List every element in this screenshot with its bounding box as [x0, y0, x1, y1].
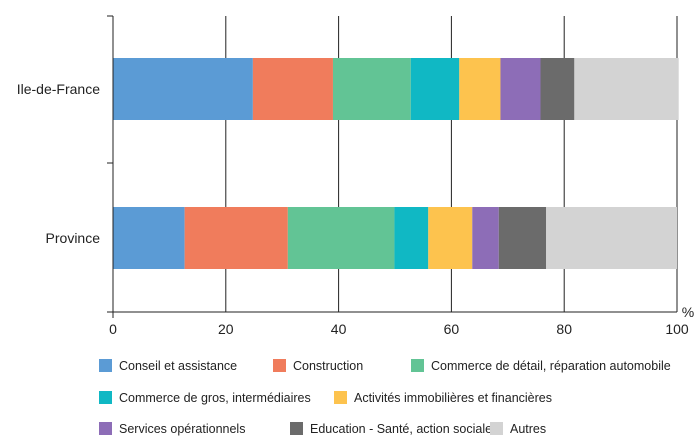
bar-segment-ile-de-france-6: [540, 58, 575, 120]
bar-segment-province-4: [428, 207, 473, 269]
bar-segment-province-6: [498, 207, 547, 269]
category-label: Province: [46, 230, 101, 246]
legend-item: Conseil et assistance: [99, 359, 237, 373]
legend-swatch: [273, 359, 286, 372]
legend-label: Activités immobilières et financières: [354, 391, 552, 405]
x-tick-label: 40: [331, 321, 347, 337]
bar-segment-ile-de-france-2: [332, 58, 411, 120]
legend-item: Commerce de gros, intermédiaires: [99, 391, 311, 405]
legend-item: Services opérationnels: [99, 422, 245, 436]
bar-segment-province-0: [113, 207, 185, 269]
legend-swatch: [99, 422, 112, 435]
legend-item: Commerce de détail, réparation automobil…: [411, 359, 671, 373]
bar-segment-province-7: [546, 207, 677, 269]
legend-label: Services opérationnels: [119, 422, 245, 436]
bar-segment-ile-de-france-7: [574, 58, 679, 120]
legend-label: Autres: [510, 422, 546, 436]
legend-label: Conseil et assistance: [119, 359, 237, 373]
bar-segment-ile-de-france-1: [252, 58, 333, 120]
bar-segment-ile-de-france-3: [410, 58, 460, 120]
x-tick-label: 100: [665, 321, 689, 337]
legend-label: Commerce de gros, intermédiaires: [119, 391, 311, 405]
legend-swatch: [99, 391, 112, 404]
legend-swatch: [334, 391, 347, 404]
bar-segment-province-5: [472, 207, 499, 269]
bar-segment-province-1: [184, 207, 288, 269]
x-tick-label: 80: [556, 321, 572, 337]
category-labels: Ile-de-France Province: [17, 81, 100, 246]
bar-segment-province-3: [394, 207, 429, 269]
legend-label: Education - Santé, action sociale: [310, 422, 492, 436]
x-tick-label: 0: [109, 321, 117, 337]
legend: Conseil et assistance Construction Commerc…: [99, 359, 671, 436]
legend-label: Construction: [293, 359, 363, 373]
bar-segment-ile-de-france-0: [113, 58, 253, 120]
x-tick-label: 60: [444, 321, 460, 337]
axes: [107, 15, 677, 318]
x-unit-label: %: [682, 304, 694, 320]
legend-swatch: [411, 359, 424, 372]
bar-segment-ile-de-france-4: [459, 58, 501, 120]
legend-swatch: [99, 359, 112, 372]
bars: [113, 58, 679, 269]
x-tick-label: 20: [218, 321, 234, 337]
bar-segment-ile-de-france-5: [500, 58, 541, 120]
category-label: Ile-de-France: [17, 81, 100, 97]
legend-item: Activités immobilières et financières: [334, 391, 552, 405]
bar-segment-province-2: [287, 207, 395, 269]
legend-item: Construction: [273, 359, 363, 373]
legend-item: Autres: [490, 422, 546, 436]
legend-label: Commerce de détail, réparation automobil…: [431, 359, 671, 373]
legend-swatch: [490, 422, 503, 435]
legend-swatch: [290, 422, 303, 435]
legend-item: Education - Santé, action sociale: [290, 422, 492, 436]
x-tick-labels: 0 20 40 60 80 100: [109, 321, 689, 337]
